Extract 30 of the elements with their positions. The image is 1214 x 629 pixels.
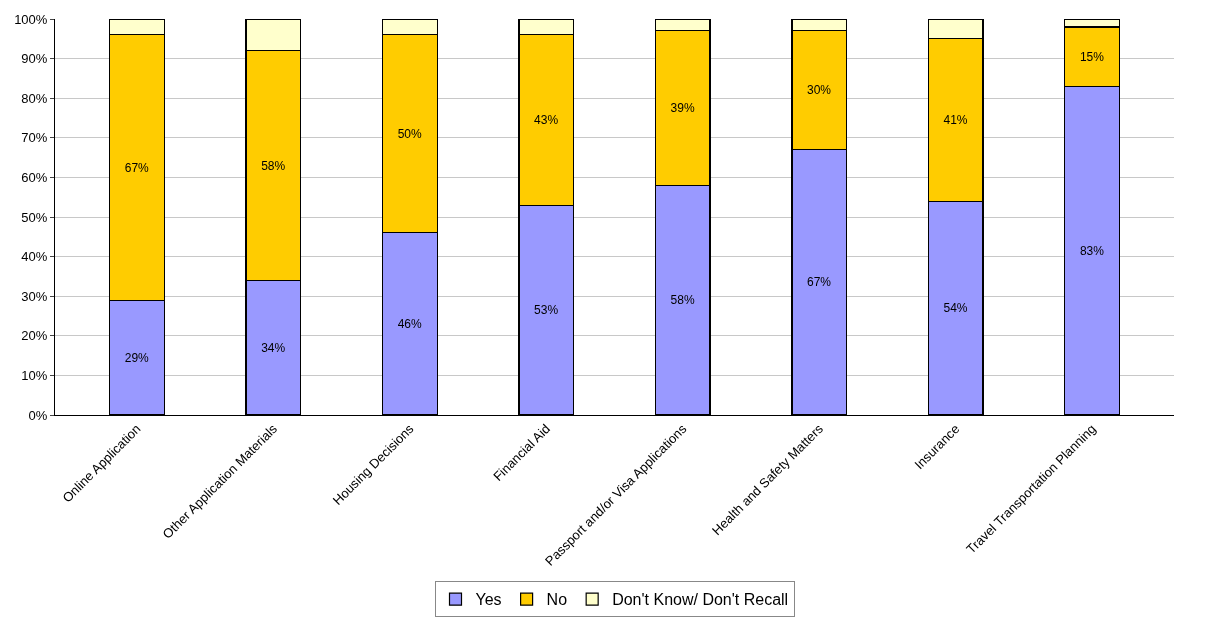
data-label: 29%	[124, 350, 150, 365]
data-label: 50%	[397, 126, 422, 141]
legend-label: Yes	[475, 591, 502, 609]
y-tick-label: 60%	[21, 169, 48, 185]
data-label: 30%	[807, 83, 832, 98]
y-tick-label: 70%	[21, 130, 48, 146]
y-tick-label: 0%	[28, 407, 48, 423]
data-label: 53%	[534, 303, 559, 318]
data-label: 67%	[124, 160, 150, 175]
y-tick-label: 20%	[21, 328, 48, 344]
data-label: 46%	[397, 316, 422, 331]
y-tick-label: 50%	[21, 209, 48, 225]
data-label: 58%	[670, 293, 695, 308]
y-tick-label: 90%	[21, 51, 48, 67]
y-tick-label: 40%	[21, 249, 48, 265]
y-tick-label: 80%	[21, 90, 48, 106]
data-label: 58%	[261, 158, 286, 173]
data-label: 39%	[670, 101, 695, 116]
legend-label: Don't Know/ Don't Recall	[612, 591, 789, 609]
data-label: 83%	[1079, 243, 1105, 258]
data-label: 67%	[807, 275, 832, 290]
data-label: 43%	[534, 112, 559, 127]
y-tick-label: 10%	[21, 367, 48, 383]
data-label: 34%	[261, 340, 286, 355]
data-label: 54%	[943, 301, 968, 316]
y-tick-label: 100%	[14, 11, 48, 27]
data-label: 15%	[1079, 49, 1105, 64]
legend-label: No	[546, 591, 568, 609]
y-tick-label: 30%	[21, 288, 48, 304]
data-label: 41%	[943, 112, 968, 127]
